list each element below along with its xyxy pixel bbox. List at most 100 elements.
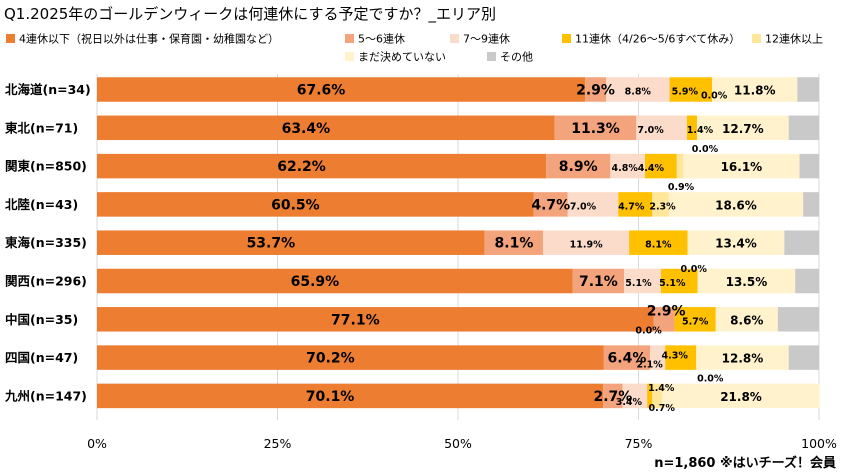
legend-swatch-7: [487, 52, 496, 61]
value-label-r6-s4: 5.1%: [659, 278, 686, 289]
bar-segment-r6-s6: [697, 268, 796, 294]
value-label-r7-s4: 5.7%: [682, 316, 709, 327]
bar-segment-r8-s2: [603, 345, 651, 370]
x-axis-ticks: 0% 25% 50% 75% 100%: [87, 436, 837, 451]
bars: [97, 77, 820, 409]
value-label-r1-s6: 11.8%: [734, 84, 776, 98]
legend-swatch-6: [345, 52, 354, 61]
legend-swatch-1: [6, 34, 15, 43]
category-label-2: 東北(n=71): [5, 120, 78, 135]
bar-segment-r2-s4: [686, 115, 697, 141]
value-label-r4-s1: 60.5%: [271, 197, 320, 213]
tick-label-1: 25%: [264, 436, 292, 451]
bar-segment-r5-s4: [629, 230, 688, 255]
value-label-r3-s5: 0.9%: [668, 182, 695, 193]
legend-swatch-4: [562, 34, 571, 43]
bar-segment-r3-s7: [799, 153, 819, 179]
bar-segment-r6-s1: [97, 268, 573, 294]
value-label-r2-s4: 1.4%: [687, 125, 714, 136]
bar-segment-r6-s3: [624, 268, 661, 294]
value-label-r1-s5: 0.0%: [701, 91, 728, 102]
value-label-r3-s6: 16.1%: [721, 160, 763, 174]
value-label-r2-s5: 0.0%: [692, 144, 719, 155]
bar-segment-r4-s7: [803, 192, 819, 217]
bar-segment-r8-s6: [696, 345, 789, 370]
value-label-r4-s3: 7.0%: [570, 201, 597, 212]
bar-segment-r1-s7: [797, 77, 819, 102]
sample-size-note: n=1,860 ※はいチーズ！会員: [654, 455, 836, 471]
value-label-r6-s5: 0.0%: [681, 264, 708, 275]
value-label-r5-s6: 13.4%: [715, 237, 757, 251]
category-label-9: 九州(n=147): [4, 388, 87, 403]
value-label-r2-s2: 11.3%: [571, 121, 620, 137]
bar-segment-r2-s3: [636, 115, 687, 141]
bar-segment-r3-s1: [97, 153, 547, 179]
value-label-r5-s2: 8.1%: [495, 236, 534, 252]
value-label-r8-s4: 4.3%: [662, 351, 689, 362]
bar-segment-r5-s3: [543, 230, 630, 255]
value-label-r7-s2: 2.9%: [647, 303, 686, 319]
category-label-1: 北海道(n=34): [5, 82, 91, 97]
legend-swatch-3: [450, 34, 459, 43]
bar-segment-r3-s4: [644, 153, 677, 179]
bar-segment-r9-s6: [662, 383, 820, 409]
bar-segment-r8-s1: [97, 345, 604, 370]
bar-segment-r9-s4: [647, 383, 653, 409]
bar-segment-r2-s2: [554, 115, 637, 141]
value-label-r1-s2: 2.9%: [576, 83, 615, 99]
value-label-r9-s1: 70.1%: [306, 389, 355, 405]
value-label-r7-s6: 8.6%: [730, 313, 763, 327]
bar-segment-r1-s6: [712, 77, 798, 102]
value-label-r6-s3: 5.1%: [625, 278, 652, 289]
bar-segment-r5-s1: [97, 230, 485, 255]
tick-label-4: 100%: [801, 436, 837, 451]
legend-swatch-5: [752, 34, 761, 43]
value-label-r4-s6: 18.6%: [715, 198, 757, 212]
bar-segment-r4-s1: [97, 192, 534, 217]
bar-segment-r4-s4: [618, 192, 653, 217]
value-label-r9-s2: 2.7%: [593, 389, 632, 405]
bar-segment-r8-s4: [665, 345, 697, 370]
value-label-r2-s1: 63.4%: [282, 121, 331, 137]
value-label-r9-s5: 1.4%: [648, 383, 675, 394]
value-label-r7-s3: 0.0%: [635, 325, 662, 336]
legend-label-2: 5～6連休: [358, 32, 405, 46]
legend-label-6: まだ決めていない: [358, 51, 446, 64]
value-label-r6-s2: 7.1%: [579, 274, 618, 290]
category-label-7: 中国(n=35): [5, 312, 78, 327]
bar-segment-r6-s7: [795, 268, 819, 294]
value-label-r4-s5: 2.3%: [649, 201, 676, 212]
bar-segment-r1-s4: [669, 77, 713, 102]
value-label-r3-s4: 4.4%: [638, 163, 665, 174]
value-label-r6-s1: 65.9%: [291, 274, 340, 290]
bar-segment-r1-s2: [585, 77, 607, 102]
bar-segment-r9-s2: [603, 383, 623, 409]
category-label-5: 東海(n=335): [5, 235, 87, 250]
value-label-r4-s2: 4.7%: [531, 197, 570, 213]
tick-label-3: 75%: [625, 436, 653, 451]
legend-label-3: 7～9連休: [463, 32, 510, 46]
value-label-r5-s1: 53.7%: [247, 236, 296, 252]
value-label-r3-s2: 8.9%: [559, 159, 598, 175]
bar-segment-r7-s4: [674, 307, 716, 332]
legend-label-1: 4連休以下（祝日以外は仕事・保育園・幼稚園など）: [19, 32, 279, 46]
legend-swatch-2: [345, 34, 354, 43]
bar-segment-r4-s2: [533, 192, 568, 217]
value-label-r8-s3: 2.1%: [636, 360, 663, 371]
bar-segment-r5-s2: [484, 230, 544, 255]
value-label-r7-s1: 77.1%: [331, 312, 380, 328]
bar-segment-r5-s6: [687, 230, 785, 255]
bar-segment-r7-s2: [653, 307, 675, 332]
tick-label-0: 0%: [87, 436, 107, 451]
legend-label-4: 11連休（4/26～5/6すべて休み）: [575, 32, 740, 46]
category-label-3: 関東(n=850): [5, 159, 87, 174]
bar-segment-r2-s6: [696, 115, 789, 141]
bar-segment-r7-s7: [777, 307, 819, 332]
value-label-r9-s6: 21.8%: [720, 390, 762, 404]
value-label-r9-s4: 0.7%: [649, 403, 676, 414]
tick-label-2: 50%: [444, 436, 472, 451]
bar-segment-r2-s7: [788, 115, 819, 141]
bar-segment-r4-s3: [567, 192, 619, 217]
legend-label-5: 12連休以上: [765, 32, 823, 46]
